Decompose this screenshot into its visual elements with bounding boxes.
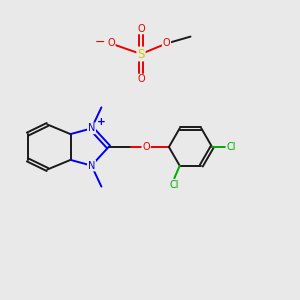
- Text: Cl: Cl: [169, 180, 179, 190]
- Text: O: O: [107, 38, 115, 49]
- Text: N: N: [88, 160, 95, 171]
- Text: N: N: [88, 123, 95, 134]
- Text: S: S: [137, 47, 145, 61]
- Text: +: +: [97, 117, 106, 127]
- Text: O: O: [163, 38, 170, 49]
- Text: −: −: [94, 36, 105, 50]
- Text: O: O: [137, 23, 145, 34]
- Text: O: O: [137, 74, 145, 85]
- Text: O: O: [142, 142, 150, 152]
- Text: Cl: Cl: [226, 142, 236, 152]
